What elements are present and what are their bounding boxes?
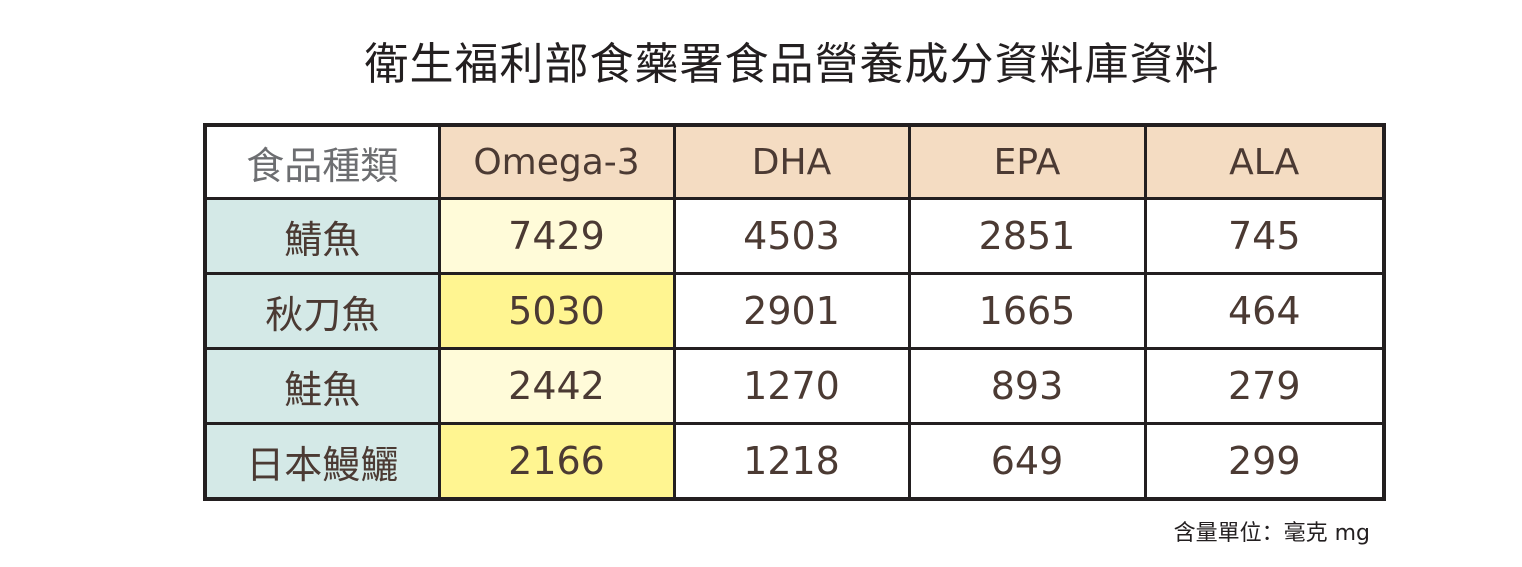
epa-cell: 893 [907, 347, 1147, 425]
table-row: 鮭魚 2442 1270 893 279 [203, 347, 1386, 425]
food-name-cell: 鯖魚 [203, 197, 441, 275]
food-name-cell: 鮭魚 [203, 347, 441, 425]
epa-cell: 1665 [907, 272, 1147, 350]
nutrition-table: 食品種類 Omega-3 DHA EPA ALA 鯖魚 7429 4503 28… [203, 123, 1386, 501]
dha-cell: 2901 [672, 272, 911, 350]
epa-cell: 649 [907, 422, 1147, 501]
omega3-cell: 7429 [437, 197, 676, 275]
ala-cell: 299 [1143, 422, 1386, 501]
dha-cell: 4503 [672, 197, 911, 275]
ala-cell: 745 [1143, 197, 1386, 275]
unit-note: 含量單位：毫克 mg [1173, 521, 1370, 546]
column-header-ala: ALA [1143, 123, 1386, 200]
epa-cell: 2851 [907, 197, 1147, 275]
column-header-dha: DHA [672, 123, 911, 200]
ala-cell: 464 [1143, 272, 1386, 350]
dha-cell: 1270 [672, 347, 911, 425]
table-header-row: 食品種類 Omega-3 DHA EPA ALA [203, 123, 1386, 200]
dha-cell: 1218 [672, 422, 911, 501]
omega3-cell: 2166 [437, 422, 676, 501]
table-row: 鯖魚 7429 4503 2851 745 [203, 197, 1386, 275]
page-title: 衛生福利部食藥署食品營養成分資料庫資料 [364, 39, 1220, 90]
table-row: 秋刀魚 5030 2901 1665 464 [203, 272, 1386, 350]
omega3-cell: 2442 [437, 347, 676, 425]
food-name-cell: 秋刀魚 [203, 272, 441, 350]
column-header-omega3: Omega-3 [437, 123, 676, 200]
food-name-cell: 日本鰻鱺 [203, 422, 441, 501]
table-row: 日本鰻鱺 2166 1218 649 299 [203, 422, 1386, 501]
omega3-cell: 5030 [437, 272, 676, 350]
ala-cell: 279 [1143, 347, 1386, 425]
food-type-header: 食品種類 [203, 123, 441, 200]
column-header-epa: EPA [907, 123, 1147, 200]
